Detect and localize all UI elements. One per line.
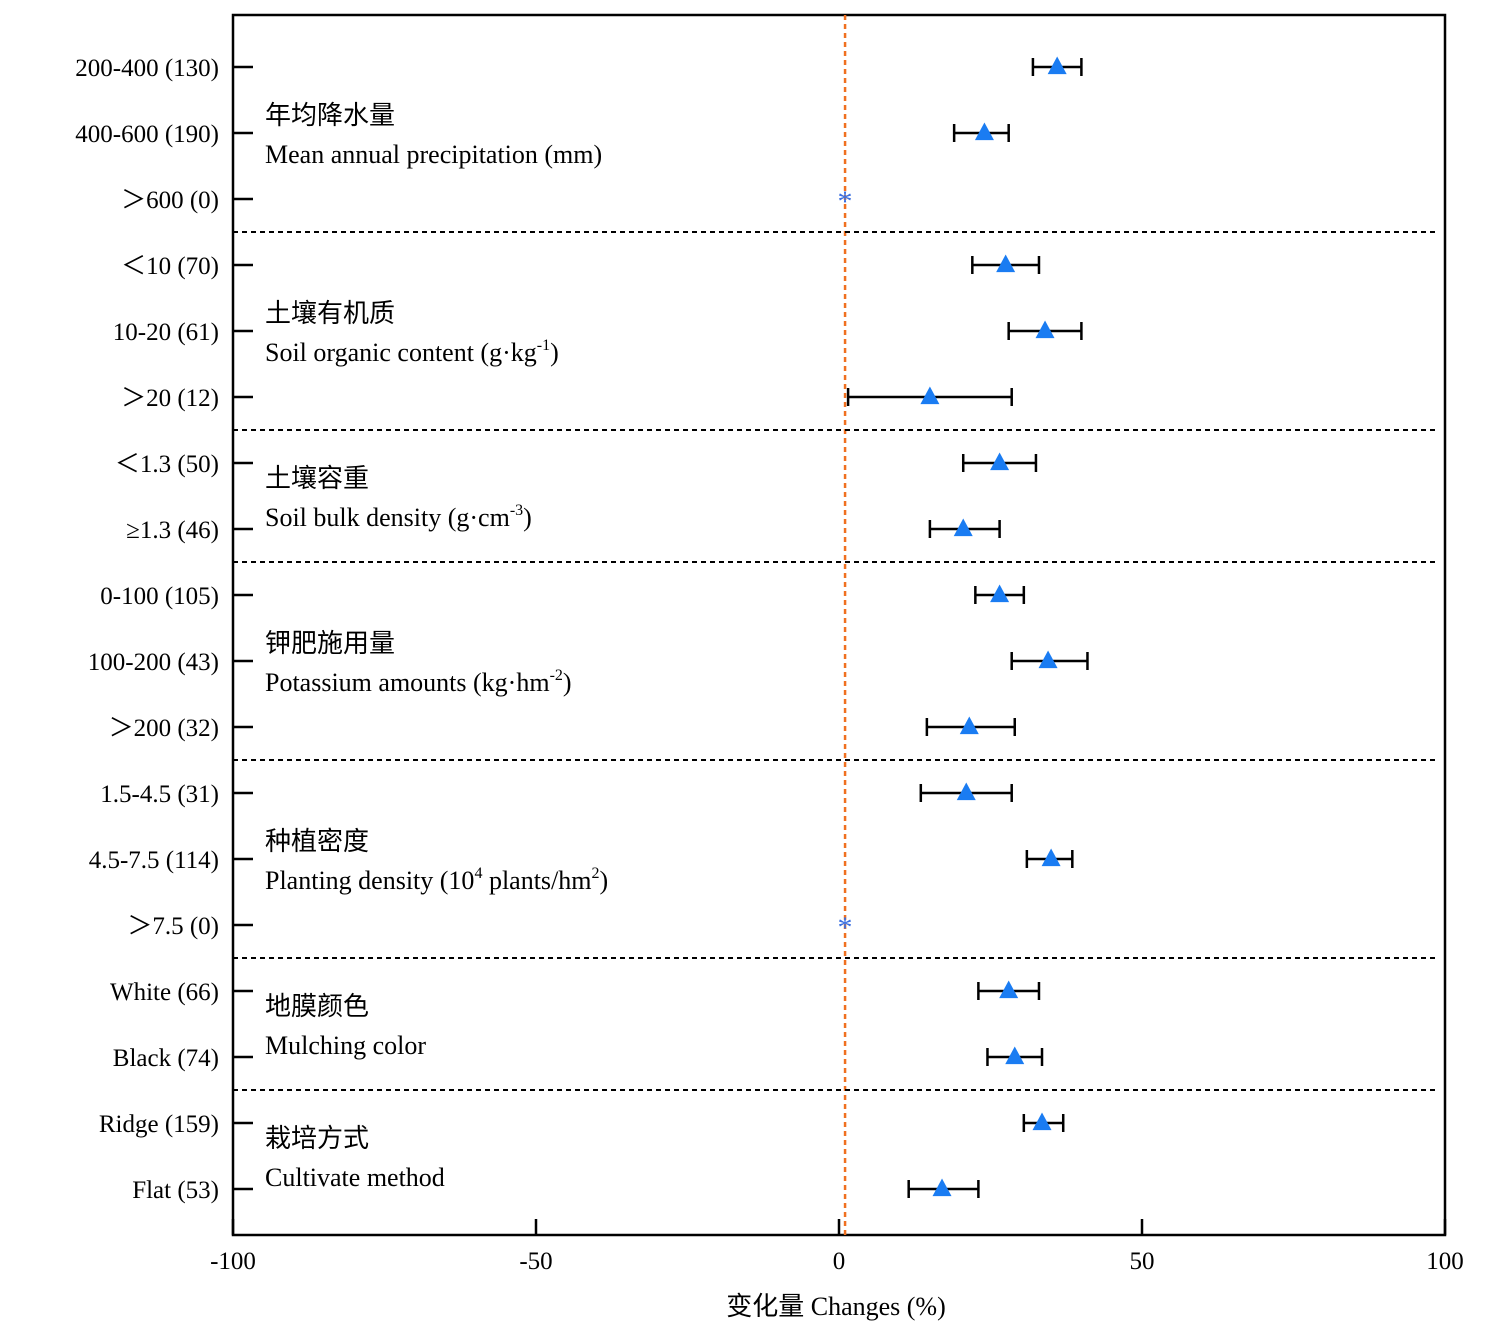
group-label-cn: 栽培方式 bbox=[265, 1124, 369, 1153]
category-label: ≥1.3 (46) bbox=[126, 517, 219, 544]
missing-marker: * bbox=[838, 911, 853, 944]
category-label: ＞20 (12) bbox=[121, 385, 219, 412]
category-label: 0-100 (105) bbox=[100, 583, 219, 610]
category-label: White (66) bbox=[110, 979, 219, 1006]
category-label: 1.5-4.5 (31) bbox=[100, 781, 219, 808]
mean-marker bbox=[999, 980, 1019, 999]
x-tick-label: 50 bbox=[1130, 1248, 1155, 1275]
category-label: Ridge (159) bbox=[99, 1111, 219, 1138]
group-label-en: Mean annual precipitation (mm) bbox=[265, 140, 602, 169]
missing-marker: * bbox=[838, 185, 853, 218]
group-label-en: Mulching color bbox=[265, 1031, 426, 1060]
x-tick-label: 0 bbox=[833, 1248, 846, 1275]
category-label: 400-600 (190) bbox=[75, 121, 219, 148]
category-label: 4.5-7.5 (114) bbox=[89, 847, 219, 874]
group-label-en: Planting density (104 plants/hm2) bbox=[265, 865, 608, 895]
x-tick-label: -100 bbox=[210, 1248, 256, 1275]
category-label: Flat (53) bbox=[132, 1177, 219, 1204]
x-axis-title: 变化量 Changes (%) bbox=[726, 1292, 946, 1321]
category-label: 100-200 (43) bbox=[88, 649, 219, 676]
group-label-cn: 年均降水量 bbox=[265, 101, 395, 130]
mean-marker bbox=[953, 518, 973, 537]
x-tick-label: -50 bbox=[519, 1248, 552, 1275]
mean-marker bbox=[990, 584, 1010, 603]
plot-area: -100 -50 0 50 100 200-400 (130) 400-600 (190) ＞… bbox=[75, 13, 1464, 1275]
mean-marker bbox=[1035, 320, 1055, 339]
category-label: ＞7.5 (0) bbox=[127, 913, 219, 940]
category-label: Black (74) bbox=[113, 1045, 219, 1072]
group-label-cn: 种植密度 bbox=[265, 827, 369, 856]
group-label-en: Potassium amounts (kg·hm-2) bbox=[265, 667, 572, 697]
group-label-cn: 钾肥施用量 bbox=[265, 629, 395, 658]
group-label-cn: 土壤容重 bbox=[265, 464, 369, 493]
mean-marker bbox=[1005, 1046, 1025, 1065]
mean-marker bbox=[1038, 650, 1058, 669]
mean-marker bbox=[996, 254, 1016, 273]
mean-marker bbox=[1032, 1112, 1052, 1131]
category-label: 10-20 (61) bbox=[113, 319, 219, 346]
mean-marker bbox=[920, 386, 940, 405]
mean-marker bbox=[959, 716, 979, 735]
group-label-cn: 土壤有机质 bbox=[265, 299, 395, 328]
group-label-cn: 地膜颜色 bbox=[265, 992, 369, 1021]
group-label-en: Soil organic content (g·kg-1) bbox=[265, 337, 559, 367]
mean-marker bbox=[974, 122, 994, 141]
mean-marker bbox=[1047, 56, 1067, 75]
group-label-en: Soil bulk density (g·cm-3) bbox=[265, 502, 532, 532]
mean-marker bbox=[990, 452, 1010, 471]
category-label: ＜1.3 (50) bbox=[115, 451, 219, 478]
mean-marker bbox=[1041, 848, 1061, 867]
group-label-en: Cultivate method bbox=[265, 1163, 445, 1192]
category-label: 200-400 (130) bbox=[75, 55, 219, 82]
x-tick-label: 100 bbox=[1426, 1248, 1464, 1275]
mean-marker bbox=[956, 782, 976, 801]
mean-marker bbox=[932, 1178, 952, 1197]
category-label: ＞200 (32) bbox=[109, 715, 219, 742]
category-label: ＞600 (0) bbox=[121, 187, 219, 214]
category-label: ＜10 (70) bbox=[121, 253, 219, 280]
